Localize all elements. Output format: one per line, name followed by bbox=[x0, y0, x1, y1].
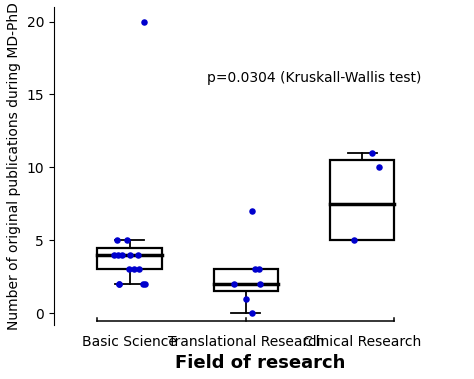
Point bbox=[114, 252, 122, 258]
Text: p=0.0304 (Kruskall-Wallis test): p=0.0304 (Kruskall-Wallis test) bbox=[207, 70, 421, 85]
Y-axis label: Number of original publications during MD-PhD: Number of original publications during M… bbox=[7, 2, 21, 330]
Point bbox=[115, 281, 122, 287]
Bar bbox=[98, 247, 162, 269]
Point bbox=[375, 164, 383, 170]
Point bbox=[115, 281, 123, 287]
Point bbox=[113, 237, 120, 243]
Point bbox=[242, 296, 250, 302]
X-axis label: Field of research: Field of research bbox=[175, 354, 346, 372]
Point bbox=[136, 266, 143, 273]
Point bbox=[255, 266, 263, 273]
Bar bbox=[214, 269, 278, 291]
Point bbox=[110, 252, 118, 258]
Point bbox=[251, 266, 259, 273]
Point bbox=[118, 252, 126, 258]
Point bbox=[124, 237, 131, 243]
Point bbox=[141, 281, 149, 287]
Point bbox=[248, 310, 255, 316]
Point bbox=[248, 208, 256, 214]
Point bbox=[230, 281, 238, 287]
Point bbox=[139, 281, 147, 287]
Point bbox=[140, 19, 147, 25]
Bar bbox=[330, 160, 394, 240]
Point bbox=[256, 281, 264, 287]
Point bbox=[369, 150, 376, 156]
Point bbox=[351, 237, 358, 243]
Point bbox=[127, 252, 134, 258]
Point bbox=[130, 266, 137, 273]
Point bbox=[125, 266, 133, 273]
Point bbox=[135, 252, 142, 258]
